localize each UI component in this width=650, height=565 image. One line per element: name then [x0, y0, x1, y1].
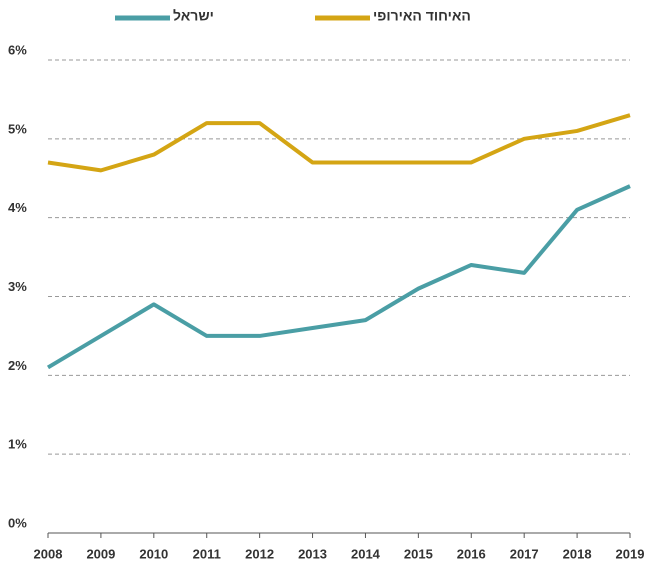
y-tick-label: 0%: [8, 515, 27, 530]
x-tick-label: 2017: [510, 546, 539, 561]
x-tick-label: 2013: [298, 546, 327, 561]
x-tick-label: 2015: [404, 546, 433, 561]
legend-label: ישראל: [173, 8, 214, 24]
x-tick-label: 2012: [245, 546, 274, 561]
x-tick-label: 2010: [139, 546, 168, 561]
x-tick-label: 2008: [34, 546, 63, 561]
series-line: [47, 113, 631, 173]
x-tick-label: 2011: [193, 546, 221, 561]
x-tick-label: 2014: [351, 546, 381, 561]
legend-label: האיחוד האירופי: [373, 8, 471, 24]
x-tick-label: 2016: [457, 546, 486, 561]
y-tick-label: 6%: [8, 42, 27, 57]
y-tick-label: 5%: [8, 121, 27, 136]
y-tick-label: 3%: [8, 279, 27, 294]
series-line: [46, 184, 631, 370]
x-tick-label: 2009: [86, 546, 115, 561]
y-tick-label: 2%: [8, 358, 27, 373]
x-tick-label: 2019: [616, 546, 645, 561]
y-tick-label: 1%: [8, 437, 27, 452]
x-tick-label: 2018: [563, 546, 592, 561]
y-tick-label: 4%: [8, 200, 27, 215]
